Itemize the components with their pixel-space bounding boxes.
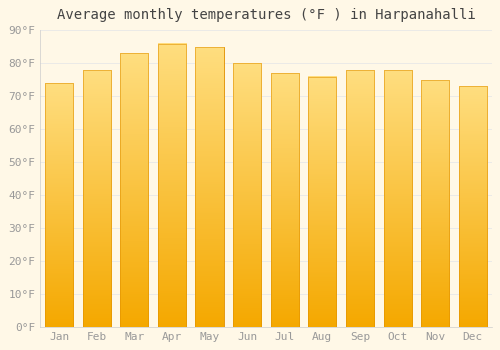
Bar xyxy=(421,80,450,327)
Bar xyxy=(45,83,73,327)
Bar xyxy=(233,63,261,327)
Bar xyxy=(384,70,411,327)
Bar xyxy=(308,77,336,327)
Bar xyxy=(233,63,261,327)
Bar xyxy=(120,54,148,327)
Bar xyxy=(270,73,299,327)
Bar xyxy=(158,44,186,327)
Bar xyxy=(158,44,186,327)
Bar xyxy=(45,83,73,327)
Bar xyxy=(458,86,487,327)
Bar xyxy=(384,70,411,327)
Bar xyxy=(196,47,224,327)
Bar xyxy=(458,86,487,327)
Bar xyxy=(120,54,148,327)
Title: Average monthly temperatures (°F ) in Harpanahalli: Average monthly temperatures (°F ) in Ha… xyxy=(56,8,476,22)
Bar xyxy=(196,47,224,327)
Bar xyxy=(270,73,299,327)
Bar xyxy=(346,70,374,327)
Bar xyxy=(82,70,110,327)
Bar xyxy=(346,70,374,327)
Bar xyxy=(308,77,336,327)
Bar xyxy=(421,80,450,327)
Bar xyxy=(82,70,110,327)
